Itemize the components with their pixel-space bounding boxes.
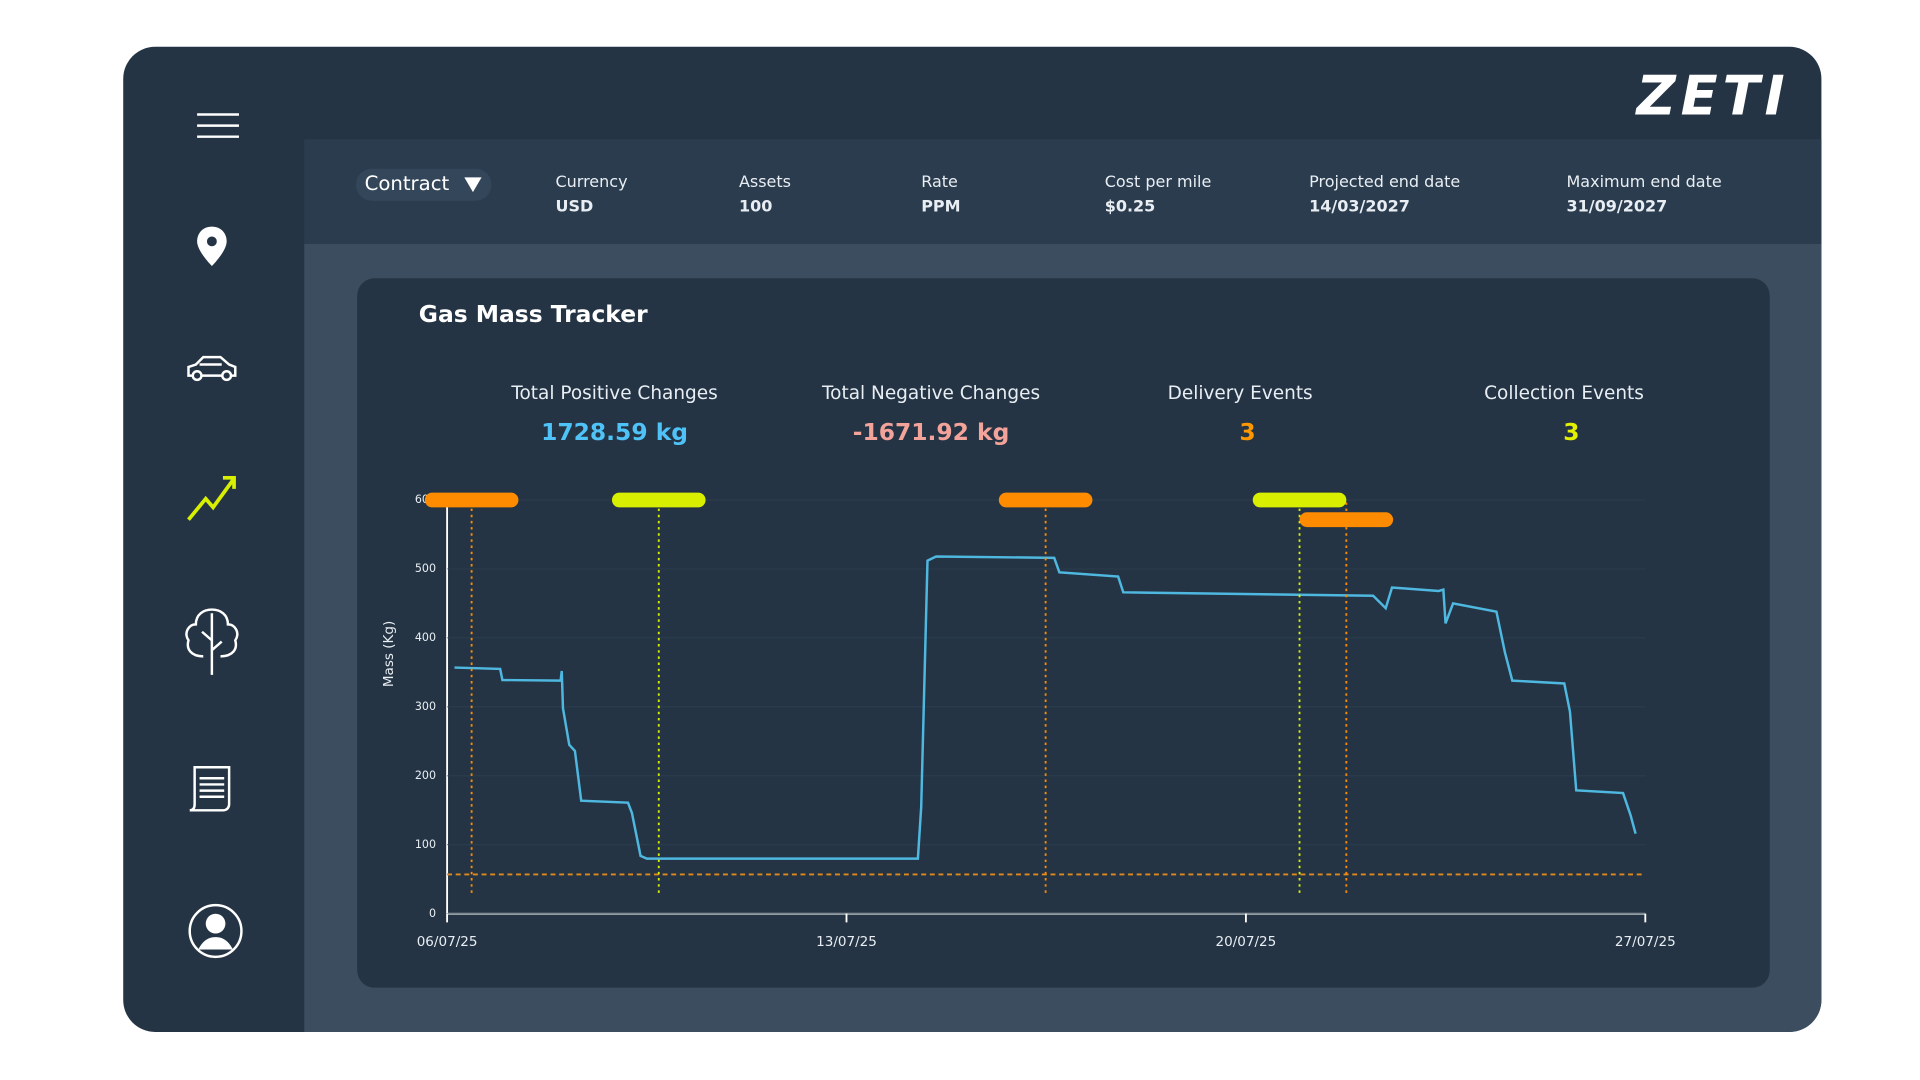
stats: Total Positive Changes 1728.59 kg Total Ne… — [510, 383, 1644, 446]
delivery-event-marker — [424, 492, 519, 508]
stat-label: Total Positive Changes — [510, 383, 717, 404]
field-label: Maximum end date — [1566, 172, 1721, 191]
y-tick-label: 300 — [415, 700, 436, 713]
stat-label: Total Negative Changes — [821, 383, 1040, 404]
y-tick-label: 0 — [429, 907, 436, 920]
y-tick-label: 100 — [415, 838, 436, 851]
field-value: 100 — [739, 196, 772, 215]
brand-logo: ZETI — [1634, 64, 1789, 127]
field-label: Assets — [739, 172, 791, 191]
contract-fields: Currency USD Assets 100 Rate PPM Cost per mile… — [555, 172, 1721, 216]
x-tick-label: 06/07/25 — [417, 934, 478, 950]
y-tick-label: 400 — [415, 631, 436, 644]
tracker-card — [357, 278, 1770, 988]
field-value: 14/03/2027 — [1309, 196, 1410, 215]
y-tick-label: 500 — [415, 562, 436, 575]
x-tick-label: 20/07/25 — [1216, 934, 1277, 950]
field-value: USD — [555, 196, 593, 215]
location-icon[interactable] — [197, 226, 227, 266]
vehicle-icon[interactable] — [187, 355, 237, 382]
field-label: Cost per mile — [1105, 172, 1212, 191]
profile-icon[interactable] — [188, 903, 243, 959]
billing-icon[interactable] — [189, 765, 231, 812]
stat-value: 1728.59 kg — [541, 418, 688, 446]
stat-label: Collection Events — [1484, 383, 1644, 404]
field-label: Currency — [555, 172, 627, 191]
stat-value: 3 — [1563, 418, 1579, 446]
y-axis-label: Mass (Kg) — [381, 621, 397, 687]
stat-value: -1671.92 kg — [853, 418, 1010, 446]
header-bar — [304, 139, 1822, 244]
collection-event-marker — [611, 492, 706, 508]
field-label: Rate — [921, 172, 958, 191]
tracker-title: Gas Mass Tracker — [419, 300, 648, 328]
stat-value: 3 — [1239, 418, 1255, 446]
y-tick-label: 200 — [415, 769, 436, 782]
collection-event-marker — [1252, 492, 1347, 508]
mass-line — [454, 555, 1637, 860]
sustainability-icon[interactable] — [185, 608, 239, 675]
menu-icon[interactable] — [197, 113, 239, 138]
chart: Mass (Kg)010020030040050060006/07/2513/0… — [381, 492, 1676, 950]
x-tick-label: 13/07/25 — [816, 934, 877, 950]
field-value: PPM — [921, 196, 960, 215]
delivery-event-marker — [998, 492, 1093, 508]
field-label: Projected end date — [1309, 172, 1460, 191]
field-value: $0.25 — [1105, 196, 1156, 215]
analytics-icon[interactable] — [187, 475, 236, 521]
delivery-event-marker — [1299, 512, 1394, 528]
contract-label[interactable]: Contract — [365, 172, 450, 195]
contract-dropdown[interactable]: Contract — [355, 168, 492, 201]
x-tick-label: 27/07/25 — [1615, 934, 1676, 950]
stat-label: Delivery Events — [1168, 383, 1313, 404]
field-value: 31/09/2027 — [1566, 196, 1667, 215]
